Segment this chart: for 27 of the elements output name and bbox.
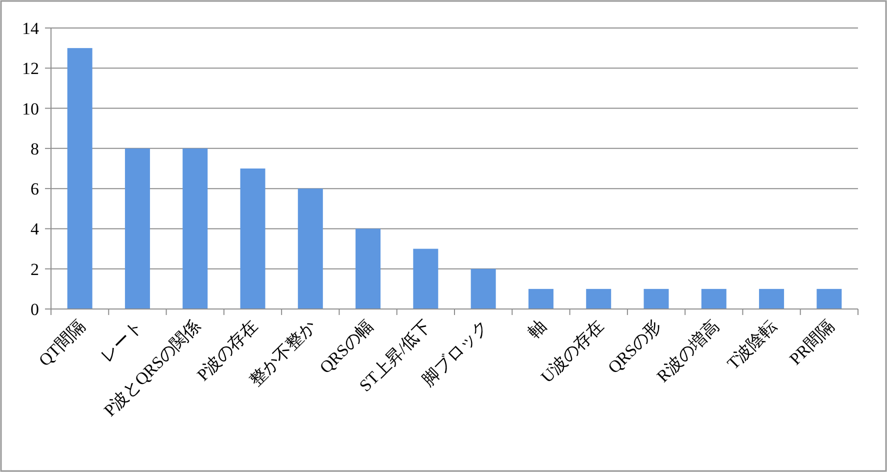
- bar: [298, 188, 323, 309]
- bar: [586, 288, 612, 309]
- bar: [644, 288, 669, 309]
- y-tick-label: 12: [22, 59, 39, 78]
- bar: [701, 288, 726, 309]
- y-tick-label: 0: [30, 300, 39, 319]
- bar: [413, 248, 438, 309]
- bar: [470, 268, 496, 309]
- y-tick-label: 14: [22, 19, 40, 38]
- y-tick-label: 4: [30, 220, 40, 239]
- bar: [356, 228, 381, 309]
- y-tick-label: 10: [22, 99, 39, 118]
- x-tick-label: レート: [96, 316, 146, 366]
- x-tick-label: QT間隔: [35, 316, 89, 370]
- bar: [182, 148, 208, 309]
- y-tick-label: 8: [30, 139, 39, 158]
- y-tick-label: 6: [30, 180, 39, 199]
- bar: [240, 168, 266, 309]
- bar: [528, 288, 554, 309]
- y-tick-label: 2: [30, 260, 39, 279]
- x-tick-label: 軸: [524, 316, 550, 342]
- x-tick-label: T波陰転: [724, 316, 780, 374]
- bar: [67, 48, 92, 309]
- x-tick-label: PR間隔: [786, 316, 838, 369]
- bar: [124, 148, 150, 309]
- bar: [759, 288, 784, 309]
- bar: [816, 288, 842, 309]
